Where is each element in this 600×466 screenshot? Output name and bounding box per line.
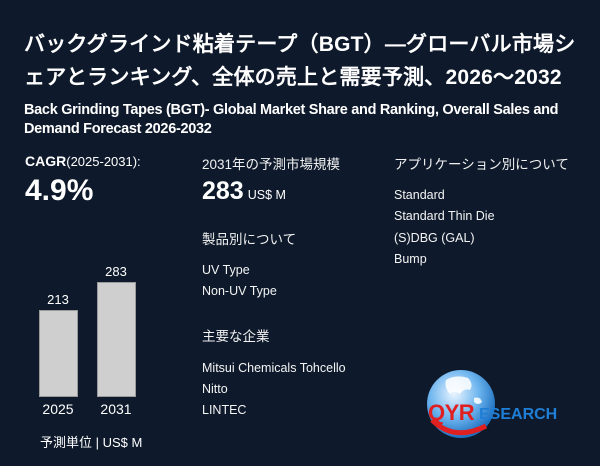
company-item: Mitsui Chemicals Tohcello	[202, 361, 346, 375]
bar-value-2025: 213	[47, 292, 69, 307]
product-item: UV Type	[202, 263, 250, 277]
logo-text-blue: ESEARCH	[479, 406, 558, 423]
product-item: Non-UV Type	[202, 284, 277, 298]
chart-unit-label: 予測単位 | US$ M	[40, 435, 143, 450]
market-size-heading: 2031年の予測市場規模	[202, 157, 341, 172]
application-item: Standard Thin Die	[394, 209, 495, 223]
product-heading: 製品別について	[202, 232, 297, 247]
application-item: Standard	[394, 188, 445, 202]
cagr-label-text: CAGR	[25, 153, 67, 169]
qyresearch-logo: QYR ESEARCH	[424, 368, 594, 448]
bar-label-2025: 2025	[42, 401, 74, 417]
bar-2031	[97, 282, 136, 397]
application-item: Bump	[394, 252, 427, 266]
application-item: (S)DBG (GAL)	[394, 231, 475, 245]
page-title-jp: バックグラインド粘着テープ（BGT）―グローバル市場シェアとランキング、全体の売…	[24, 33, 576, 89]
cagr-label: CAGR(2025-2031):	[25, 153, 141, 169]
globe-icon	[427, 370, 495, 438]
logo-text-red: QYR	[428, 400, 475, 425]
bar-value-2031: 283	[105, 264, 127, 279]
bar-label-2031: 2031	[100, 401, 132, 417]
cagr-period: (2025-2031):	[66, 154, 141, 169]
cagr-value: 4.9%	[25, 174, 94, 207]
market-size-number: 283	[202, 177, 244, 205]
market-size-value: 283 US$ M	[202, 177, 286, 206]
company-item: LINTEC	[202, 403, 247, 417]
application-heading: アプリケーション別について	[394, 157, 569, 172]
companies-heading: 主要な企業	[202, 329, 270, 344]
company-item: Nitto	[202, 382, 228, 396]
bar-2025	[39, 310, 78, 397]
market-size-unit: US$ M	[247, 188, 286, 202]
page-title-en: Back Grinding Tapes (BGT)- Global Market…	[24, 102, 559, 137]
